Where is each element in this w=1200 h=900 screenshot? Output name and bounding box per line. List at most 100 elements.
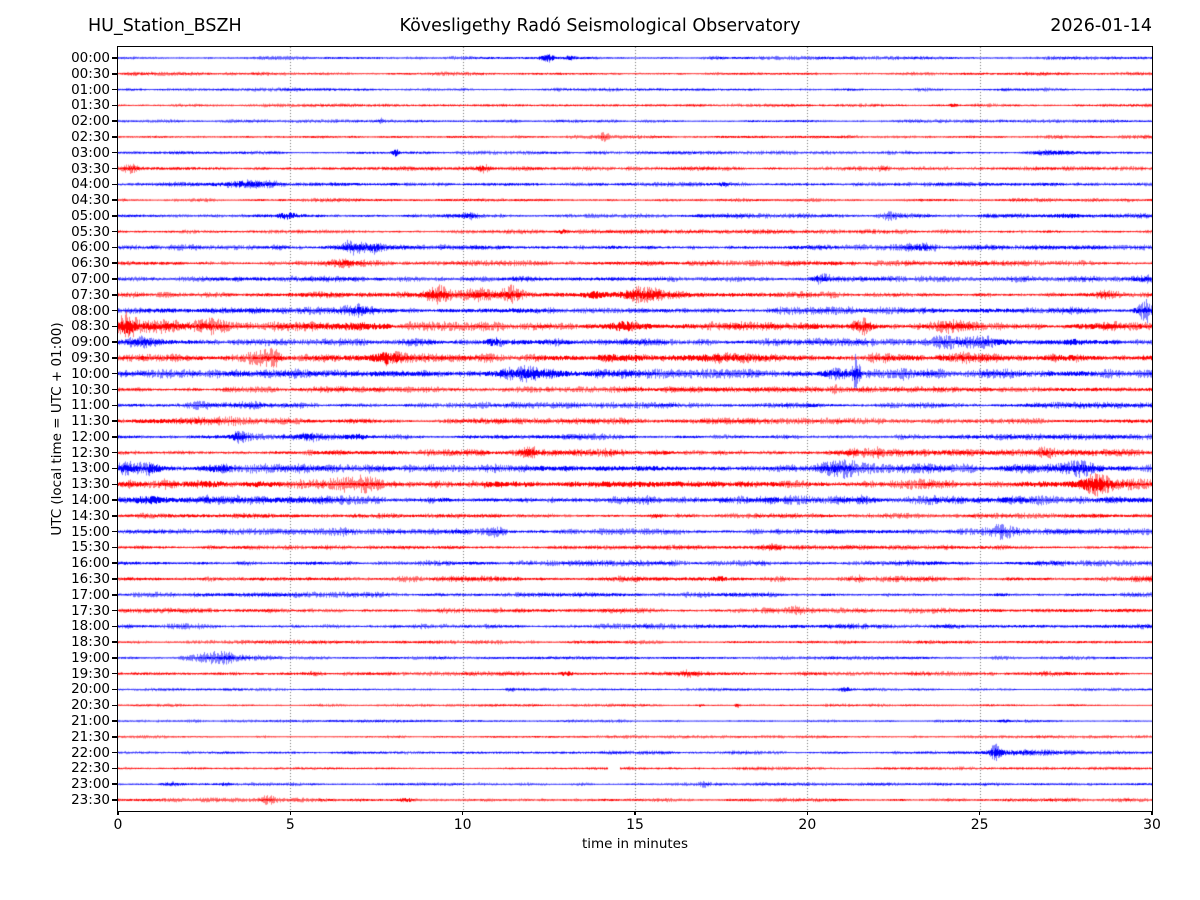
- y-tick-mark: [112, 388, 117, 391]
- y-tick-mark: [112, 546, 117, 549]
- y-tick-label: 06:00: [71, 239, 110, 256]
- y-tick-label: 00:30: [71, 65, 110, 82]
- y-tick-label: 04:00: [71, 176, 110, 193]
- y-tick-mark: [112, 578, 117, 580]
- y-tick-mark: [112, 294, 117, 296]
- x-tick-mark: [978, 811, 981, 815]
- y-tick-mark: [112, 783, 117, 785]
- y-tick-mark: [112, 151, 117, 154]
- y-tick-label: 12:30: [71, 444, 110, 461]
- y-tick-mark: [112, 704, 117, 707]
- y-tick-label: 08:00: [71, 302, 110, 319]
- y-tick-label: 11:00: [71, 397, 110, 414]
- y-tick-mark: [112, 262, 117, 264]
- y-tick-label: 09:00: [71, 334, 110, 351]
- y-tick-label: 15:00: [71, 523, 110, 540]
- y-tick-label: 09:30: [71, 349, 110, 366]
- y-tick-label: 06:30: [71, 255, 110, 272]
- x-tick-label: 15: [626, 817, 644, 833]
- y-tick-mark: [112, 199, 117, 201]
- y-tick-label: 23:00: [71, 776, 110, 793]
- y-tick-mark: [112, 120, 117, 122]
- y-tick-mark: [112, 325, 117, 328]
- y-tick-mark: [112, 767, 117, 770]
- y-tick-mark: [112, 404, 117, 407]
- x-tick-mark: [289, 811, 292, 815]
- x-tick-mark: [806, 811, 809, 815]
- y-tick-mark: [112, 167, 117, 170]
- y-tick-label: 17:30: [71, 602, 110, 619]
- x-tick-mark: [1151, 811, 1153, 815]
- x-tick-label: 20: [798, 817, 817, 833]
- y-tick-label: 14:30: [71, 507, 110, 524]
- y-tick-mark: [112, 751, 117, 754]
- date-title: 2026-01-14: [1050, 16, 1152, 36]
- y-tick-label: 00:00: [71, 50, 110, 66]
- y-tick-label: 20:00: [71, 681, 110, 698]
- y-tick-mark: [112, 57, 117, 59]
- y-tick-mark: [112, 73, 117, 75]
- y-tick-mark: [112, 436, 117, 438]
- x-tick-label: 25: [970, 817, 989, 833]
- y-tick-mark: [112, 372, 117, 375]
- y-tick-label: 22:00: [71, 744, 110, 761]
- y-tick-label: 18:30: [71, 634, 110, 651]
- y-tick-mark: [112, 720, 117, 722]
- y-tick-mark: [112, 530, 117, 533]
- y-tick-mark: [112, 246, 117, 249]
- y-tick-label: 18:00: [71, 618, 110, 635]
- y-tick-mark: [112, 183, 117, 186]
- title-row: HU_Station_BSZH Kövesligethy Radó Seismo…: [0, 16, 1200, 40]
- y-tick-mark: [112, 672, 117, 675]
- y-tick-mark: [112, 499, 117, 501]
- y-tick-label: 16:00: [71, 555, 110, 572]
- y-tick-label: 13:30: [71, 476, 110, 493]
- y-tick-label: 22:30: [71, 760, 110, 777]
- y-tick-mark: [112, 562, 117, 564]
- y-tick-mark: [112, 594, 117, 596]
- y-tick-mark: [112, 799, 117, 801]
- y-tick-label: 19:30: [71, 665, 110, 682]
- x-tick-label: 10: [453, 817, 472, 833]
- x-tick-label: 30: [1143, 817, 1161, 833]
- y-tick-label: 10:00: [71, 365, 110, 382]
- y-tick-mark: [112, 609, 117, 612]
- x-tick-mark: [634, 811, 636, 815]
- y-tick-mark: [112, 104, 117, 107]
- y-tick-mark: [112, 278, 117, 280]
- y-tick-mark: [112, 215, 117, 217]
- y-tick-label: 02:00: [71, 113, 110, 130]
- y-tick-mark: [112, 736, 117, 738]
- y-tick-mark: [112, 641, 117, 643]
- x-tick-label: 0: [113, 817, 123, 833]
- plot-area: [117, 46, 1153, 812]
- y-tick-label: 05:00: [71, 207, 110, 224]
- y-tick-mark: [112, 657, 117, 659]
- y-tick-label: 05:30: [71, 223, 110, 240]
- y-tick-label: 16:30: [71, 570, 110, 587]
- x-tick-label: 5: [285, 817, 295, 833]
- y-tick-mark: [112, 625, 117, 628]
- y-tick-mark: [112, 451, 117, 454]
- y-tick-label: 23:30: [71, 792, 110, 808]
- y-tick-label: 08:30: [71, 318, 110, 335]
- y-tick-mark: [112, 483, 117, 485]
- trace-canvas: [118, 47, 1152, 811]
- observatory-title: Kövesligethy Radó Seismological Observat…: [399, 16, 801, 36]
- x-tick-mark: [117, 811, 119, 815]
- y-tick-label: 03:00: [71, 144, 110, 161]
- y-tick-mark: [112, 309, 117, 312]
- y-tick-label: 13:00: [71, 460, 110, 477]
- y-tick-label: 10:30: [71, 381, 110, 398]
- y-tick-mark: [112, 515, 117, 517]
- y-tick-label: 15:30: [71, 539, 110, 556]
- y-tick-mark: [112, 420, 117, 422]
- y-tick-mark: [112, 467, 117, 470]
- y-tick-label: 01:00: [71, 81, 110, 98]
- y-tick-mark: [112, 88, 117, 91]
- x-axis-label: time in minutes: [581, 836, 689, 852]
- y-tick-label: 21:30: [71, 728, 110, 745]
- y-tick-label: 03:30: [71, 160, 110, 177]
- y-tick-label: 17:00: [71, 586, 110, 603]
